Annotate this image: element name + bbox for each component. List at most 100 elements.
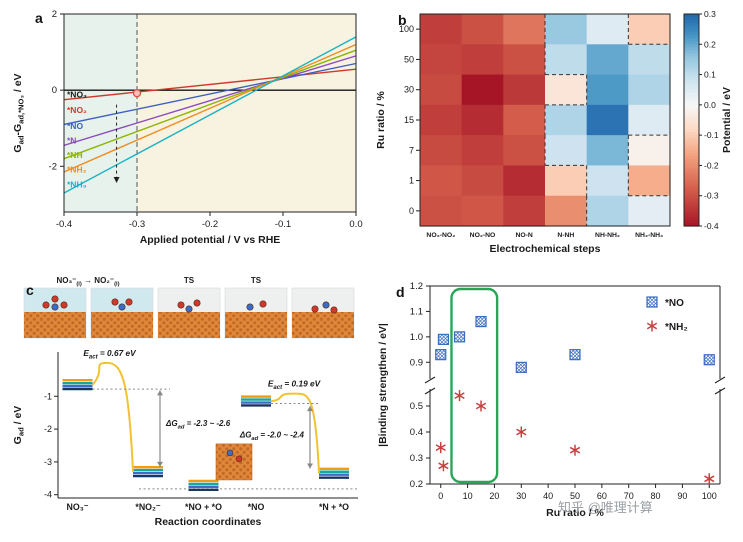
svg-text:-0.4: -0.4 <box>56 219 72 230</box>
svg-text:0.0: 0.0 <box>349 219 362 230</box>
svg-text:ΔGad = -2.0 ~ -2.4: ΔGad = -2.0 ~ -2.4 <box>239 430 305 442</box>
panel-a-letter: a <box>35 10 43 26</box>
svg-text:NO₂-NO: NO₂-NO <box>470 232 496 239</box>
svg-text:NH₂-NH₃: NH₂-NH₃ <box>635 232 663 239</box>
svg-text:0.2: 0.2 <box>410 479 423 490</box>
svg-text:ΔGad = -2.3 ~ -2.6: ΔGad = -2.3 ~ -2.6 <box>165 419 231 431</box>
svg-text:*NO₃: *NO₃ <box>67 90 87 100</box>
svg-text:NO₃⁻(l) → NO₂⁻(l): NO₃⁻(l) → NO₂⁻(l) <box>56 276 119 288</box>
panel-b-chart: 100 50 30 15 7 1 0 NO₃-NO₂ NO₂-NO NO-N N-NH NH-NH₂ N… <box>372 4 738 266</box>
svg-text:-2: -2 <box>49 161 57 172</box>
svg-text:40: 40 <box>543 491 553 501</box>
series-lines <box>63 36 357 194</box>
svg-text:Ru ratio / %: Ru ratio / % <box>375 90 387 148</box>
svg-text:0: 0 <box>52 85 57 96</box>
svg-text:TS: TS <box>251 276 262 285</box>
svg-text:*NO₂: *NO₂ <box>67 105 87 115</box>
svg-text:Eact = 0.19 eV: Eact = 0.19 eV <box>268 379 322 392</box>
svg-text:7: 7 <box>409 145 414 155</box>
panel-c-chart: NO₃⁻(l) → NO₂⁻(l) TS TS -1 -2 -3 -4 Eact = 0.67… <box>8 272 366 540</box>
structure-tiles <box>23 287 355 339</box>
svg-text:0.4: 0.4 <box>410 427 423 438</box>
svg-text:*NO: *NO <box>248 502 265 512</box>
heatmap-cells <box>420 14 671 227</box>
svg-text:Potential / eV: Potential / eV <box>721 87 733 153</box>
svg-text:-0.2: -0.2 <box>202 219 218 230</box>
svg-text:0.0: 0.0 <box>704 100 716 110</box>
colorbar <box>684 14 699 227</box>
svg-text:|Binding strengthen / eV|: |Binding strengthen / eV| <box>377 323 389 447</box>
svg-text:-2: -2 <box>44 424 52 434</box>
panel-d: d 1.2 1.1 1.0 0.9 0.5 0.4 0.3 0.2 0 10 20 30 40 50 60 7… <box>372 272 738 540</box>
svg-text:100: 100 <box>399 24 414 34</box>
svg-text:-4: -4 <box>44 490 52 500</box>
panel-d-letter: d <box>396 284 405 300</box>
svg-text:1.2: 1.2 <box>410 281 423 292</box>
panel-c: c NO₃⁻(l) → NO₂⁻(l) TS TS -1 -2 -3 -4 Eact = 0.… <box>8 272 366 540</box>
panel-a: a *NO₃ *NO₂ *NO *N *NH *NH₂ *NH₃ -0.4 -0.3 -0.2 -0… <box>8 4 366 266</box>
svg-text:*NO + *O: *NO + *O <box>185 502 222 512</box>
svg-text:-0.3: -0.3 <box>129 219 145 230</box>
svg-text:10: 10 <box>463 491 473 501</box>
svg-text:-0.1: -0.1 <box>275 219 291 230</box>
svg-text:*NH: *NH <box>67 150 83 160</box>
svg-text:*NO: *NO <box>67 121 83 131</box>
heatmap-svg: 100 50 30 15 7 1 0 NO₃-NO₂ NO₂-NO NO-N N-NH NH-NH₂ N… <box>375 9 733 255</box>
panel-d-chart: 1.2 1.1 1.0 0.9 0.5 0.4 0.3 0.2 0 10 20 30 40 50 60 70 8… <box>372 272 738 540</box>
svg-text:50: 50 <box>404 54 414 64</box>
inset-structure <box>215 443 253 481</box>
svg-text:0.3: 0.3 <box>410 453 423 464</box>
svg-text:NO-N: NO-N <box>515 232 532 239</box>
svg-text:-1: -1 <box>44 391 52 401</box>
svg-text:1.1: 1.1 <box>410 306 423 317</box>
svg-text:90: 90 <box>677 491 687 501</box>
svg-text:*NH₂: *NH₂ <box>665 322 688 333</box>
svg-text:0: 0 <box>409 206 414 216</box>
scatter-svg: 1.2 1.1 1.0 0.9 0.5 0.4 0.3 0.2 0 10 20 30 40 50 60 70 8… <box>377 281 726 519</box>
svg-text:TS: TS <box>184 276 195 285</box>
svg-text:1: 1 <box>409 176 414 186</box>
svg-text:2: 2 <box>52 9 57 20</box>
svg-text:Gad-Gad,*NO₃ / eV: Gad-Gad,*NO₃ / eV <box>12 73 26 152</box>
svg-text:Ru ratio / %: Ru ratio / % <box>546 507 604 519</box>
svg-text:-3: -3 <box>44 457 52 467</box>
species-labels: *NO₃ *NO₂ *NO *N *NH *NH₂ *NH₃ <box>67 90 87 190</box>
svg-text:0: 0 <box>438 491 443 501</box>
svg-text:Gad / eV: Gad / eV <box>12 406 26 445</box>
svg-text:0.1: 0.1 <box>704 70 716 80</box>
svg-text:0.9: 0.9 <box>410 357 423 368</box>
panel-c-letter: c <box>26 282 34 298</box>
svg-text:100: 100 <box>702 491 717 501</box>
svg-text:-0.1: -0.1 <box>704 130 719 140</box>
reaction-diagram-svg: NO₃⁻(l) → NO₂⁻(l) TS TS -1 -2 -3 -4 Eact = 0.67… <box>12 276 358 528</box>
svg-text:-0.2: -0.2 <box>704 160 719 170</box>
svg-text:30: 30 <box>516 491 526 501</box>
svg-text:50: 50 <box>570 491 580 501</box>
svg-text:Applied potential / V vs RHE: Applied potential / V vs RHE <box>140 234 281 246</box>
svg-text:-0.4: -0.4 <box>704 221 719 231</box>
legend: *NO *NH₂ <box>646 296 688 333</box>
svg-text:Eact = 0.67 eV: Eact = 0.67 eV <box>83 348 137 361</box>
energy-levels <box>62 379 349 491</box>
operating-point-marker <box>132 89 142 98</box>
svg-text:70: 70 <box>624 491 634 501</box>
svg-text:30: 30 <box>404 85 414 95</box>
svg-text:20: 20 <box>489 491 499 501</box>
svg-text:*NO₂⁻: *NO₂⁻ <box>135 502 161 512</box>
svg-text:80: 80 <box>651 491 661 501</box>
svg-text:*NH₂: *NH₂ <box>67 164 87 174</box>
panel-b: b 100 50 30 15 7 1 0 NO₃-NO₂ NO₂-NO NO-N N-NH NH-NH… <box>372 4 738 266</box>
zero-contour <box>544 14 670 226</box>
svg-text:NH-NH₂: NH-NH₂ <box>595 232 620 239</box>
svg-text:Electrochemical steps: Electrochemical steps <box>490 243 601 255</box>
panel-a-chart: *NO₃ *NO₂ *NO *N *NH *NH₂ *NH₃ -0.4 -0.3 -0.2 -0.1… <box>8 4 366 266</box>
panel-b-letter: b <box>398 12 407 28</box>
series-NH2 <box>435 390 715 485</box>
svg-text:-0.3: -0.3 <box>704 191 719 201</box>
svg-text:*N: *N <box>67 135 76 145</box>
svg-text:*N + *O: *N + *O <box>319 502 349 512</box>
svg-text:N-NH: N-NH <box>557 232 574 239</box>
svg-text:0.5: 0.5 <box>410 401 423 412</box>
svg-text:*NO: *NO <box>665 298 684 309</box>
